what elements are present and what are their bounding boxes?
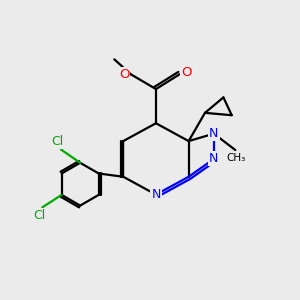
Text: CH₃: CH₃ bbox=[226, 153, 245, 163]
Text: O: O bbox=[119, 68, 129, 81]
Text: O: O bbox=[181, 66, 191, 79]
Text: N: N bbox=[209, 127, 219, 140]
Text: Cl: Cl bbox=[52, 135, 64, 148]
Text: Cl: Cl bbox=[33, 209, 46, 222]
Text: N: N bbox=[151, 188, 160, 201]
Text: N: N bbox=[209, 152, 219, 165]
